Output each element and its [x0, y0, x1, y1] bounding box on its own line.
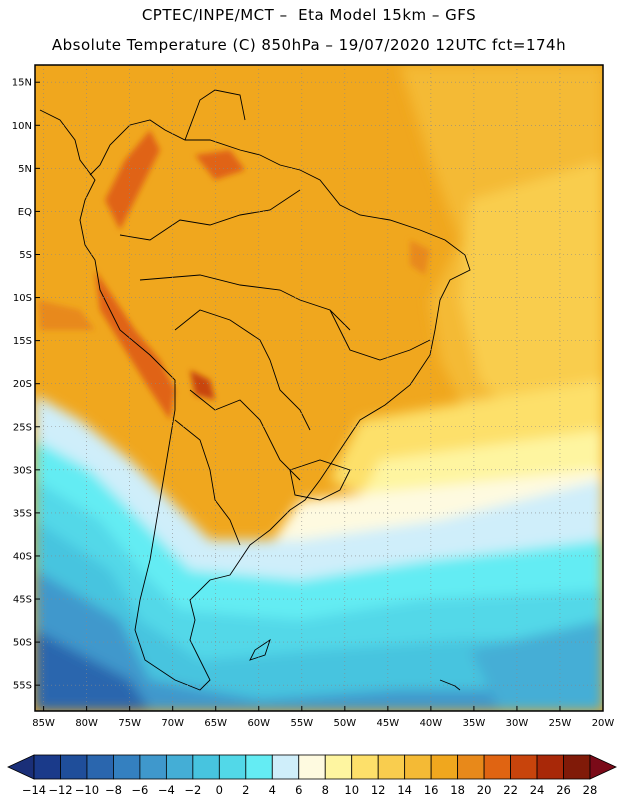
- colorbar-label: 6: [295, 783, 302, 797]
- colorbar-swatch: [165, 754, 194, 780]
- colorbar-swatch: [404, 754, 432, 780]
- colorbar-label: −6: [131, 783, 148, 797]
- lat-tick-label: 25S: [13, 422, 32, 433]
- lat-tick-label: 40S: [13, 551, 32, 562]
- colorbar-label: 20: [477, 783, 492, 797]
- lat-tick-label: 5S: [19, 250, 32, 261]
- colorbar-swatch: [563, 754, 591, 780]
- colorbar-swatch: [351, 754, 379, 780]
- colorbar-label: −14: [22, 783, 46, 797]
- colorbar-label: 4: [269, 783, 276, 797]
- colorbar-swatch: [298, 754, 326, 780]
- lon-tick-label: 80W: [75, 718, 98, 729]
- colorbar-label: −4: [158, 783, 175, 797]
- lon-tick-label: 20W: [592, 718, 615, 729]
- lon-tick-label: 35W: [463, 718, 486, 729]
- colorbar-swatch: [483, 754, 511, 780]
- colorbar-label: −12: [48, 783, 72, 797]
- colorbar-label: 28: [583, 783, 598, 797]
- colorbar-label: 2: [242, 783, 249, 797]
- colorbar-label: −2: [184, 783, 201, 797]
- lon-tick-label: 50W: [334, 718, 357, 729]
- lat-tick-label: 10N: [12, 121, 32, 132]
- lon-tick-label: 60W: [247, 718, 270, 729]
- colorbar-label: 22: [503, 783, 518, 797]
- map-frame: [34, 64, 604, 712]
- lon-tick-label: 40W: [420, 718, 443, 729]
- colorbar-label: 26: [556, 783, 571, 797]
- lat-tick-label: 15N: [12, 78, 32, 89]
- lat-tick-label: 55S: [13, 681, 32, 692]
- lon-tick-label: 70W: [161, 718, 184, 729]
- latitude-axis: 15N 10N 5N EQ 5S 10S 15S 20S 25S 30S 35S 40S 45S 50S 5…: [12, 78, 40, 692]
- lat-tick-label: 35S: [13, 508, 32, 519]
- lon-tick-label: 45W: [377, 718, 400, 729]
- map-title: CPTEC/INPE/MCT – Eta Model 15km – GFS: [141, 6, 477, 24]
- lat-tick-label: EQ: [18, 207, 32, 218]
- colorbar-label: 10: [344, 783, 359, 797]
- colorbar-swatch: [113, 754, 141, 780]
- lat-tick-label: 5N: [18, 164, 32, 175]
- colorbar-swatch: [457, 754, 485, 780]
- colorbar: −14 −12 −10 −8 −6 −4 −2 0 2 4 6 8 10 12 14 16 18 20 22 24 26…: [7, 754, 617, 797]
- lat-tick-label: 45S: [13, 595, 32, 606]
- colorbar-label: 0: [216, 783, 223, 797]
- colorbar-swatch: [139, 754, 167, 780]
- lat-tick-label: 30S: [13, 465, 32, 476]
- lat-tick-label: 50S: [13, 638, 32, 649]
- longitude-axis: 85W 80W 75W 70W 65W 60W 55W 50W 45W 40W 35W 30W 25W 2…: [32, 706, 614, 729]
- lat-tick-label: 10S: [13, 293, 32, 304]
- colorbar-label: 18: [450, 783, 465, 797]
- colorbar-swatch: [86, 754, 114, 780]
- lon-tick-label: 75W: [118, 718, 141, 729]
- lon-tick-label: 65W: [204, 718, 227, 729]
- lon-tick-label: 30W: [506, 718, 529, 729]
- colorbar-swatch: [192, 754, 220, 780]
- colorbar-swatch: [271, 754, 300, 780]
- lat-tick-label: 20S: [13, 379, 32, 390]
- colorbar-swatch: [324, 754, 353, 780]
- lat-tick-label: 15S: [13, 336, 32, 347]
- temperature-field: [35, 65, 603, 711]
- lon-tick-label: 55W: [290, 718, 313, 729]
- colorbar-swatch: [245, 754, 273, 780]
- coastlines: [39, 89, 471, 691]
- colorbar-under-arrow: [7, 754, 35, 780]
- graticule: [35, 65, 603, 711]
- colorbar-swatch: [536, 754, 564, 780]
- colorbar-swatch: [430, 754, 459, 780]
- colorbar-label: 16: [424, 783, 439, 797]
- colorbar-swatch: [33, 754, 61, 780]
- colorbar-label: 8: [322, 783, 329, 797]
- lon-tick-label: 25W: [549, 718, 572, 729]
- colorbar-label: −10: [75, 783, 99, 797]
- colorbar-swatch: [218, 754, 247, 780]
- map-subtitle: Absolute Temperature (C) 850hPa – 19/07/…: [51, 36, 567, 54]
- colorbar-swatch: [510, 754, 538, 780]
- colorbar-label: 14: [397, 783, 412, 797]
- colorbar-swatch: [377, 754, 406, 780]
- colorbar-label: 24: [530, 783, 545, 797]
- colorbar-over-arrow: [589, 754, 617, 780]
- colorbar-label: 12: [371, 783, 386, 797]
- lon-tick-label: 85W: [32, 718, 55, 729]
- colorbar-swatch: [60, 754, 88, 780]
- colorbar-label: −8: [105, 783, 122, 797]
